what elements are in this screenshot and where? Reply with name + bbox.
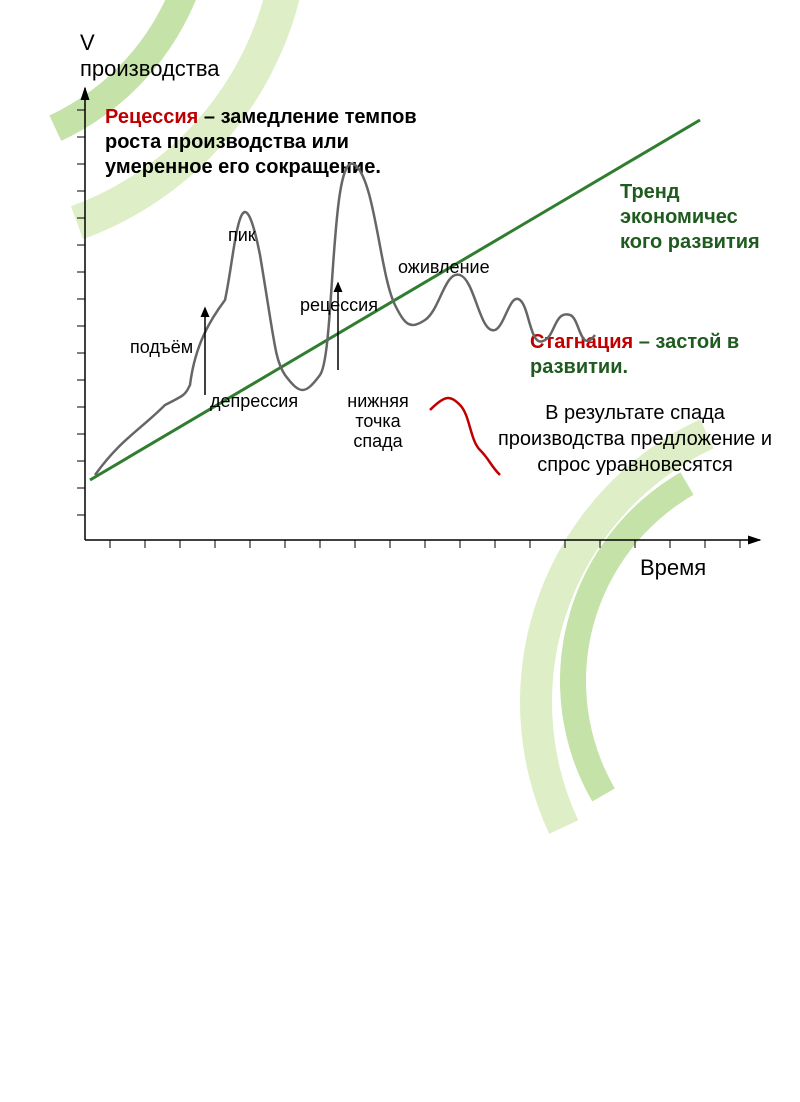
x-axis-label: Время	[640, 555, 706, 581]
x-ticks	[110, 540, 740, 548]
economic-cycle-chart	[0, 0, 800, 600]
phase-peak: пик	[228, 226, 256, 246]
y-ticks	[77, 110, 85, 515]
phase-depression: депрессия	[210, 392, 298, 412]
phase-rise: подъём	[130, 338, 193, 358]
phase-revival: оживление	[398, 258, 490, 278]
x-axis-label-text: Время	[640, 555, 706, 580]
phase-trough: нижняяточкаспада	[338, 392, 418, 451]
phase-recession: рецессия	[300, 296, 378, 316]
red-decline-curve	[430, 398, 500, 475]
